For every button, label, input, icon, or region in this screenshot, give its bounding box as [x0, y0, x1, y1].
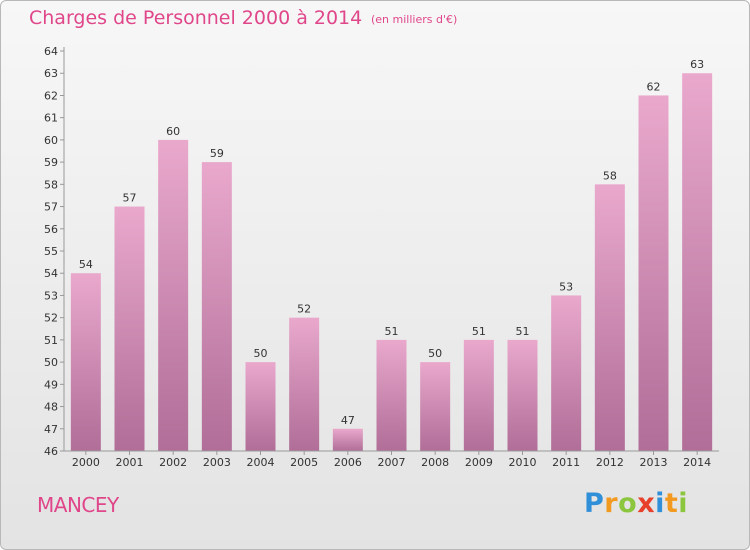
y-tick-label: 63: [44, 67, 58, 80]
bar-value-label: 59: [210, 147, 224, 160]
x-tick-label: 2010: [509, 456, 537, 469]
y-tick-label: 48: [44, 401, 58, 414]
bar-value-label: 51: [385, 325, 399, 338]
bars: 54 57 60 59 50 52 47 51 50 51 51 53 58 62 63: [70, 58, 713, 452]
y-tick-label: 57: [44, 201, 58, 214]
y-tick-label: 47: [44, 423, 58, 436]
y-tick-label: 54: [44, 267, 58, 280]
x-tick-label: 2009: [465, 456, 493, 469]
bar-value-label: 53: [559, 280, 573, 293]
y-tick-label: 51: [44, 334, 58, 347]
bar-2001: [114, 206, 145, 451]
bar-2013: [638, 95, 669, 451]
bar-2009: [463, 339, 494, 451]
bar-value-label: 51: [472, 325, 486, 338]
y-tick-label: 52: [44, 312, 58, 325]
bar-value-label: 57: [123, 192, 137, 205]
commune-name: MANCEY: [37, 493, 119, 517]
y-tick-label: 62: [44, 89, 58, 102]
x-tick-label: 2005: [290, 456, 318, 469]
bar-2003: [201, 162, 232, 451]
bar-2002: [158, 139, 189, 451]
y-tick-label: 59: [44, 156, 58, 169]
bar-2004: [245, 362, 276, 451]
x-tick-label: 2011: [552, 456, 580, 469]
x-tick-label: 2001: [116, 456, 144, 469]
bar-value-label: 50: [428, 347, 442, 360]
bar-value-label: 51: [516, 325, 530, 338]
y-tick-label: 53: [44, 289, 58, 302]
proxiti-logo: Proxiti: [584, 488, 688, 519]
bar-value-label: 63: [690, 58, 704, 71]
bar-2014: [682, 73, 713, 451]
x-tick-label: 2006: [334, 456, 362, 469]
bar-value-label: 60: [166, 125, 180, 138]
brand-letter: x: [637, 488, 656, 519]
y-tick-label: 61: [44, 112, 58, 125]
y-tick-label: 49: [44, 378, 58, 391]
bar-value-label: 54: [79, 258, 93, 271]
x-tick-label: 2013: [640, 456, 668, 469]
x-tick-label: 2003: [203, 456, 231, 469]
bar-2011: [551, 295, 582, 451]
bar-value-label: 47: [341, 414, 355, 427]
bar-value-label: 62: [647, 80, 661, 93]
bar-2008: [420, 362, 451, 451]
brand-letter: r: [604, 488, 619, 519]
y-tick-label: 64: [44, 45, 58, 58]
x-tick-label: 2008: [421, 456, 449, 469]
bar-value-label: 58: [603, 169, 617, 182]
y-tick-label: 58: [44, 178, 58, 191]
x-axis: 2000 2001 2002 2003 2004 2005 2006 2007 2008 2009…: [64, 450, 719, 469]
bar-2005: [289, 317, 320, 451]
brand-letter: i: [678, 488, 689, 519]
bar-2007: [376, 339, 407, 451]
y-axis: 46 47 48 49 50 51 52 53 54 55 56 57 58 59 60 61 62 63 64: [44, 45, 65, 458]
bar-2010: [507, 339, 538, 451]
x-tick-label: 2014: [683, 456, 711, 469]
brand-letter: i: [655, 488, 665, 519]
y-tick-label: 55: [44, 245, 58, 258]
y-tick-label: 46: [44, 445, 58, 458]
bar-2006: [332, 428, 363, 451]
brand-letter: o: [618, 488, 638, 519]
x-tick-label: 2012: [596, 456, 624, 469]
x-tick-label: 2004: [247, 456, 275, 469]
y-tick-label: 60: [44, 134, 58, 147]
y-tick-label: 56: [44, 223, 58, 236]
y-tick-label: 50: [44, 356, 58, 369]
chart-title: Charges de Personnel 2000 à 2014: [29, 7, 363, 29]
bar-2000: [70, 273, 101, 451]
x-tick-label: 2007: [378, 456, 406, 469]
x-tick-label: 2000: [72, 456, 100, 469]
chart-subtitle: (en milliers d'€): [371, 13, 458, 26]
bar-2012: [594, 184, 625, 452]
brand-letter: t: [664, 488, 679, 519]
x-tick-label: 2002: [159, 456, 187, 469]
bar-value-label: 52: [297, 303, 311, 316]
bar-value-label: 50: [254, 347, 268, 360]
brand-letter: P: [584, 488, 605, 519]
